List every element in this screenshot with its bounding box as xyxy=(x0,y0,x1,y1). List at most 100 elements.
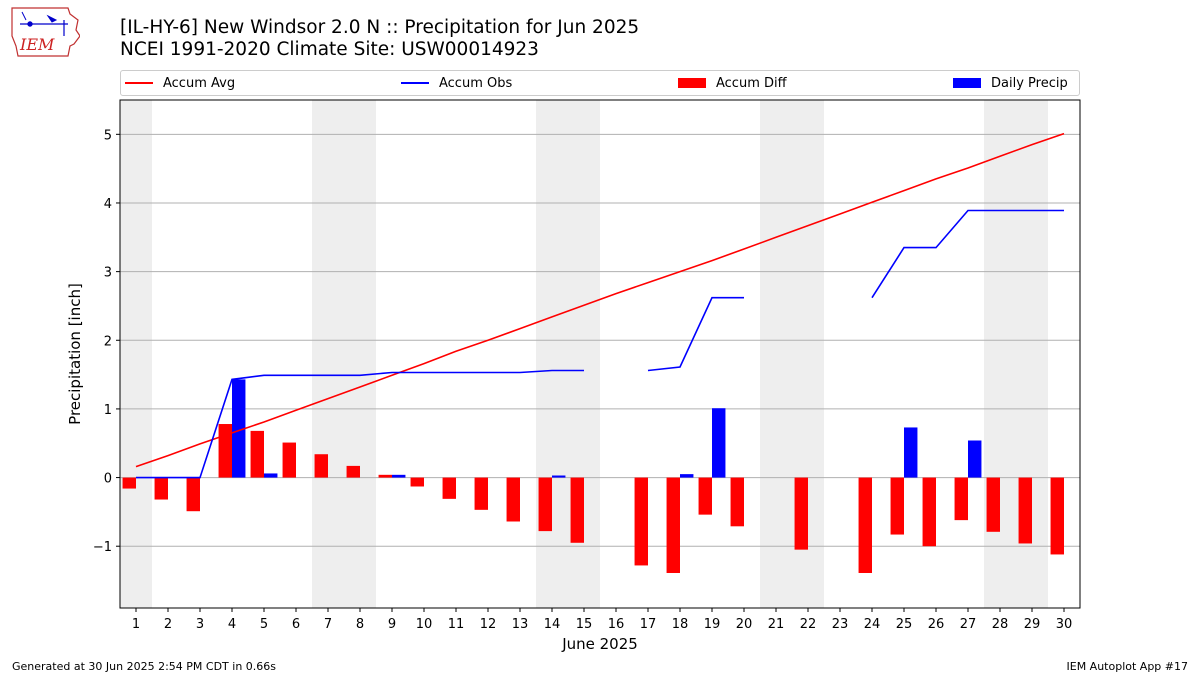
x-tick-label: 11 xyxy=(448,617,465,632)
legend-item-accum-diff: Accum Diff xyxy=(678,71,787,95)
y-axis-label: Precipitation [inch] xyxy=(66,283,84,425)
accum-diff-bar xyxy=(794,477,808,550)
x-tick-label: 6 xyxy=(292,617,300,632)
y-tick-label: 2 xyxy=(104,334,112,349)
accum-diff-bar xyxy=(730,477,744,527)
daily-precip-bar xyxy=(712,408,726,478)
daily-precip-bar xyxy=(680,474,694,478)
legend-label: Daily Precip xyxy=(991,75,1068,91)
footer-app-label: IEM Autoplot App #17 xyxy=(1066,660,1189,673)
accum-diff-bar xyxy=(1050,477,1064,555)
chart-title: [IL-HY-6] New Windsor 2.0 N :: Precipita… xyxy=(120,17,640,38)
accum-diff-bar xyxy=(858,477,872,573)
logo-text: IEM xyxy=(19,35,55,54)
daily-precip-bar xyxy=(392,474,406,478)
accum-avg-line xyxy=(135,132,1065,468)
plot-frame xyxy=(119,99,1081,609)
accum-diff-bar xyxy=(378,474,392,478)
accum-diff-bar xyxy=(698,477,712,515)
x-tick-label: 4 xyxy=(228,617,236,632)
x-tick-label: 27 xyxy=(960,617,977,632)
y-tick-label: 5 xyxy=(104,128,112,143)
daily-precip-bar xyxy=(264,473,278,478)
x-tick-label: 1 xyxy=(132,617,140,632)
x-tick-label: 24 xyxy=(864,617,881,632)
accum-diff-bar xyxy=(186,477,200,512)
legend-line-swatch xyxy=(125,82,153,84)
legend-patch-swatch xyxy=(678,78,706,88)
y-tick-label: 0 xyxy=(104,472,112,487)
x-tick-label: 2 xyxy=(164,617,172,632)
daily-precip-bar xyxy=(968,440,982,478)
x-tick-label: 16 xyxy=(608,617,625,632)
accum-diff-bar xyxy=(1018,477,1032,544)
x-tick-label: 30 xyxy=(1056,617,1073,632)
iowa-outline-icon xyxy=(11,7,80,57)
legend-label: Accum Obs xyxy=(439,75,513,91)
chart-subtitle: NCEI 1991-2020 Climate Site: USW00014923 xyxy=(120,39,539,60)
accum-diff-bar xyxy=(986,477,1000,532)
legend-label: Accum Diff xyxy=(716,75,787,91)
weekend-shade xyxy=(984,100,1048,608)
x-tick-label: 9 xyxy=(388,617,396,632)
x-tick-label: 12 xyxy=(480,617,497,632)
accum-diff-bar xyxy=(314,454,328,478)
x-tick-label: 21 xyxy=(768,617,785,632)
y-tick-label: −1 xyxy=(93,540,112,555)
x-tick-label: 10 xyxy=(416,617,433,632)
iem-logo: IEM xyxy=(11,7,80,57)
accum-diff-bar xyxy=(442,477,456,499)
accum-diff-bar xyxy=(922,477,936,547)
accum-diff-bar xyxy=(954,477,968,521)
x-tick-label: 19 xyxy=(704,617,721,632)
accum-diff-bar xyxy=(346,465,360,478)
accum-diff-bar xyxy=(634,477,648,566)
x-tick-label: 23 xyxy=(832,617,849,632)
accum-diff-bar xyxy=(218,424,232,478)
legend-patch-swatch xyxy=(953,78,981,88)
x-tick-label: 22 xyxy=(800,617,817,632)
y-tick-label: 4 xyxy=(104,197,112,212)
legend-line-swatch xyxy=(401,82,429,84)
x-tick-label: 3 xyxy=(196,617,204,632)
accum-diff-bar xyxy=(122,477,136,489)
legend-item-accum-avg: Accum Avg xyxy=(125,71,235,95)
x-tick-label: 8 xyxy=(356,617,364,632)
legend-item-daily-precip: Daily Precip xyxy=(953,71,1068,95)
x-tick-label: 25 xyxy=(896,617,913,632)
x-tick-label: 15 xyxy=(576,617,593,632)
x-axis-label: June 2025 xyxy=(561,635,638,653)
daily-precip-bar xyxy=(232,379,246,478)
legend-label: Accum Avg xyxy=(163,75,236,91)
x-tick-label: 28 xyxy=(992,617,1009,632)
accum-diff-bar xyxy=(282,442,296,478)
x-tick-label: 14 xyxy=(544,617,561,632)
weekend-shade xyxy=(536,100,600,608)
x-tick-label: 29 xyxy=(1024,617,1041,632)
y-tick-label: 1 xyxy=(104,403,112,418)
accum-diff-bar xyxy=(570,477,584,543)
daily-precip-bar xyxy=(552,475,566,478)
accum-diff-bar xyxy=(538,477,552,532)
accum-diff-bar xyxy=(666,477,680,573)
footer-generated-text: Generated at 30 Jun 2025 2:54 PM CDT in … xyxy=(12,660,277,673)
accum-diff-bar xyxy=(410,477,424,487)
x-tick-label: 7 xyxy=(324,617,332,632)
accum-diff-bar xyxy=(890,477,904,535)
x-tick-label: 5 xyxy=(260,617,268,632)
accum-diff-bar xyxy=(250,430,264,478)
x-tick-label: 20 xyxy=(736,617,753,632)
x-tick-label: 17 xyxy=(640,617,657,632)
x-tick-label: 26 xyxy=(928,617,945,632)
accum-diff-bar xyxy=(154,477,168,500)
weather-station-icon xyxy=(20,11,68,36)
x-tick-label: 18 xyxy=(672,617,689,632)
weekend-shade xyxy=(760,100,824,608)
weekend-shade xyxy=(120,100,152,608)
accum-diff-bar xyxy=(474,477,488,510)
legend-item-accum-obs: Accum Obs xyxy=(401,71,512,95)
chart-legend: Accum Avg Accum Obs Accum Diff Daily Pre… xyxy=(120,70,1080,96)
y-tick-label: 3 xyxy=(104,266,112,281)
x-tick-label: 13 xyxy=(512,617,529,632)
